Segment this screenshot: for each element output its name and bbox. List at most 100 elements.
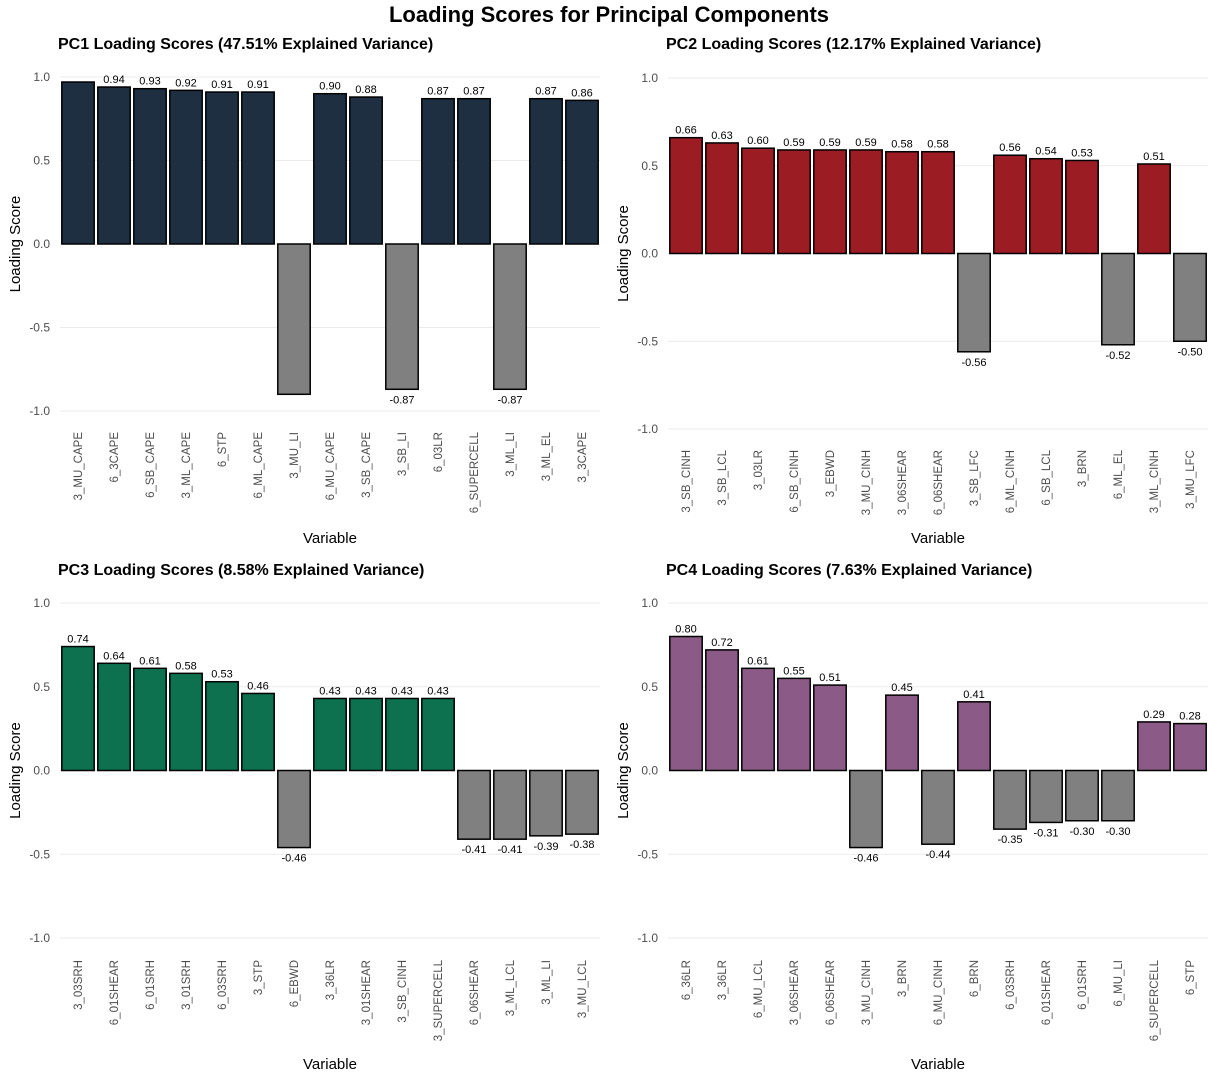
y-tick-label: 0.0: [641, 764, 658, 778]
bar-3_ML_LI: [493, 243, 527, 391]
x-tick-label: 3_STP: [253, 960, 265, 995]
x-tick-label: 6_BRN: [969, 960, 981, 997]
bar-3_MU_LI: [277, 243, 311, 396]
bar-value-label: 0.55: [783, 665, 804, 677]
bar-6_ML_EL: [1101, 252, 1135, 346]
x-tick-label: 3_03SRH: [73, 960, 85, 1010]
x-tick-label: 3_36LR: [717, 960, 729, 1000]
x-tick-label: 6_MU_CINH: [933, 960, 945, 1025]
bar-6_01SHEAR: [97, 662, 131, 772]
bar-value-label: 0.58: [927, 139, 948, 151]
bar-value-label: -0.46: [853, 853, 878, 865]
bar-value-label: 0.63: [711, 130, 732, 142]
x-tick-label: 3_SB_LCL: [717, 449, 729, 505]
bar-3_EBWD: [813, 149, 847, 255]
bar-value-label: 0.43: [391, 685, 412, 697]
bar-6_ML_CINH: [993, 154, 1027, 255]
x-tick-label: 3_ML_LI: [541, 960, 553, 1005]
bar-value-label: 0.54: [1035, 146, 1056, 158]
bar-6_SUPERCELL: [1137, 721, 1171, 772]
bar-6_06SHEAR: [813, 684, 847, 772]
x-tick-label: 3_06SHEAR: [789, 960, 801, 1025]
y-tick-label: 0.0: [641, 247, 658, 261]
bar-6_MU_LI: [1101, 769, 1135, 822]
bar-3_01SHEAR: [349, 697, 383, 772]
y-tick-label: -0.5: [637, 334, 658, 348]
bar-6_MU_CINH: [921, 769, 955, 845]
x-tick-label: 3_ML_CAPE: [181, 432, 193, 499]
bar-value-label: 0.41: [963, 689, 984, 701]
y-tick-label: -0.5: [29, 321, 50, 335]
y-axis-label: Loading Score: [615, 722, 632, 819]
y-tick-label: 1.0: [641, 596, 658, 610]
bar-value-label: -0.56: [961, 357, 986, 369]
y-tick-label: -1.0: [29, 931, 50, 945]
x-tick-label: 3_MU_CAPE: [73, 432, 85, 501]
bar-6_03SRH: [993, 769, 1027, 830]
x-tick-label: 3_MU_CINH: [861, 960, 873, 1025]
bar-value-label: -0.38: [569, 839, 594, 851]
panel-title: PC2 Loading Scores (12.17% Explained Var…: [666, 36, 1041, 53]
bar-value-label: 0.91: [211, 79, 232, 91]
bar-6_SB_LCL: [1029, 157, 1063, 255]
bar-value-label: 0.29: [1143, 709, 1164, 721]
bar-value-label: 0.43: [427, 685, 448, 697]
bar-3_MU_LCL: [565, 769, 599, 835]
pc1-panel: PC1 Loading Scores (47.51% Explained Var…: [7, 36, 600, 547]
y-tick-label: 1.0: [641, 71, 658, 85]
y-tick-label: 1.0: [33, 70, 50, 84]
y-tick-label: 1.0: [33, 596, 50, 610]
bar-value-label: 0.72: [711, 637, 732, 649]
y-tick-label: -1.0: [637, 422, 658, 436]
bar-3_SB_LFC: [957, 252, 991, 353]
bar-3_SB_LI: [385, 243, 419, 391]
bar-value-label: 0.51: [1143, 151, 1164, 163]
y-tick-label: -1.0: [637, 931, 658, 945]
x-tick-label: 3_EBWD: [825, 450, 837, 497]
bar-3_ML_CAPE: [169, 89, 203, 245]
bar-value-label: 0.91: [247, 79, 268, 91]
x-axis-label: Variable: [911, 1056, 965, 1073]
bar-value-label: 0.87: [427, 86, 448, 98]
bar-value-label: -0.41: [497, 844, 522, 856]
y-axis-label: Loading Score: [7, 722, 24, 819]
x-tick-label: 6_ML_CINH: [1005, 450, 1017, 513]
panel-title: PC3 Loading Scores (8.58% Explained Vari…: [58, 562, 424, 579]
bar-value-label: -0.30: [1069, 826, 1094, 838]
x-tick-label: 6_03LR: [433, 432, 445, 472]
bar-3_SB_CINH: [385, 697, 419, 772]
bar-value-label: 0.43: [319, 685, 340, 697]
x-tick-label: 3_SB_LFC: [969, 450, 981, 506]
x-tick-label: 3_01SHEAR: [361, 960, 373, 1025]
x-tick-label: 3_SB_CINH: [397, 960, 409, 1023]
x-tick-label: 3_SB_CINH: [681, 450, 693, 513]
bar-value-label: 0.86: [571, 87, 592, 99]
bar-3_MU_CINH: [849, 149, 883, 255]
bar-6_STP: [205, 91, 239, 245]
x-tick-label: 3_01SRH: [181, 960, 193, 1010]
bar-3_03SRH: [61, 645, 95, 772]
bar-6_EBWD: [277, 769, 311, 849]
bar-value-label: -0.39: [533, 841, 558, 853]
bar-6_SUPERCELL: [457, 97, 491, 245]
bar-value-label: 0.61: [747, 655, 768, 667]
bar-value-label: -0.30: [1105, 826, 1130, 838]
y-tick-label: 0.5: [641, 159, 658, 173]
bar-3_06SHEAR: [777, 677, 811, 772]
x-tick-label: 6_MU_LI: [1113, 960, 1125, 1007]
bar-6_03SRH: [205, 680, 239, 772]
bar-value-label: 0.88: [355, 84, 376, 96]
bar-3_MU_LFC: [1173, 252, 1207, 342]
bar-6_01SHEAR: [1029, 769, 1063, 824]
x-axis-label: Variable: [303, 530, 357, 547]
y-tick-label: -1.0: [29, 404, 50, 418]
x-tick-label: 6_EBWD: [289, 960, 301, 1007]
bar-3_36LR: [313, 697, 347, 772]
x-tick-label: 3_MU_CINH: [861, 450, 873, 515]
x-tick-label: 3_36LR: [325, 960, 337, 1000]
bar-value-label: -0.41: [461, 844, 486, 856]
figure-title: Loading Scores for Principal Components: [388, 2, 830, 27]
x-tick-label: 6_03SRH: [217, 960, 229, 1010]
y-axis-label: Loading Score: [7, 196, 24, 293]
